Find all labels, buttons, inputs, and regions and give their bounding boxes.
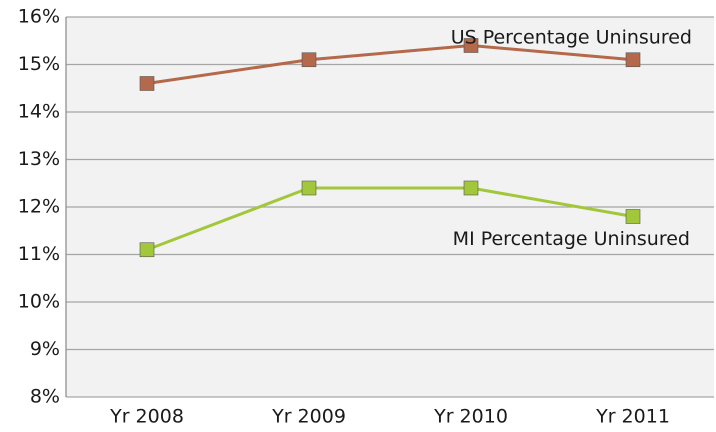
series-label: MI Percentage Uninsured — [453, 228, 690, 250]
x-tick-label: Yr 2011 — [595, 406, 670, 428]
marker — [301, 52, 317, 68]
x-tick-label: Yr 2009 — [271, 406, 346, 428]
marker — [463, 180, 479, 196]
y-tick-label: 12% — [18, 196, 60, 218]
y-tick-label: 16% — [18, 6, 60, 28]
marker — [463, 38, 479, 53]
marker — [625, 52, 641, 68]
y-tick-label: 11% — [18, 243, 60, 265]
marker — [301, 180, 317, 196]
series-line — [146, 43, 634, 85]
x-tick-label: Yr 2008 — [109, 406, 184, 428]
x-tick-label: Yr 2010 — [433, 406, 508, 428]
marker — [139, 242, 155, 258]
y-tick-label: 10% — [18, 291, 60, 313]
y-tick-label: 13% — [18, 148, 60, 170]
series-line — [146, 186, 634, 252]
y-tick-label: 8% — [30, 386, 60, 408]
marker — [625, 209, 641, 224]
y-tick-label: 9% — [30, 338, 60, 360]
y-tick-label: 15% — [18, 53, 60, 75]
series-label: US Percentage Uninsured — [451, 26, 692, 48]
marker — [139, 76, 155, 91]
y-tick-label: 14% — [18, 101, 60, 123]
